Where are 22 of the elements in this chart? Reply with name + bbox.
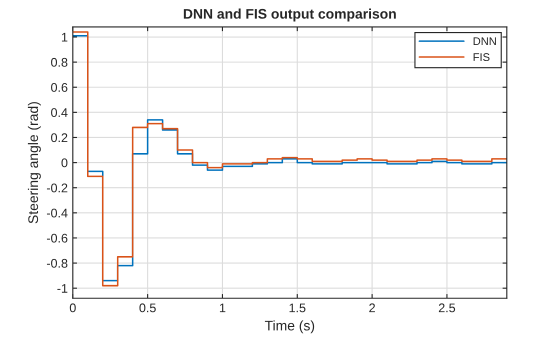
x-tick-label: 0 (70, 303, 76, 312)
y-tick-label: 0.8 (51, 58, 68, 67)
x-tick-label: 1.5 (290, 304, 306, 312)
y-tick-label: -1 (57, 284, 68, 293)
x-tick-label: 1 (220, 304, 226, 312)
legend-label: DNN (474, 37, 496, 46)
y-tick-label: -0.8 (46, 258, 68, 268)
x-tick-label: 2 (369, 303, 375, 312)
y-tick-label: 0.6 (51, 83, 68, 92)
x-tick-label: 2.5 (438, 303, 456, 312)
y-tick-label: -0.6 (46, 234, 68, 243)
chart-title: DNN and FIS output comparison (184, 8, 396, 22)
y-tick-label: 1 (62, 32, 68, 42)
y-axis-title: Steering angle (rad) (28, 102, 41, 224)
y-tick-label: -0.2 (46, 184, 68, 192)
y-tick-label: 0 (61, 158, 68, 168)
legend-label: FIS (474, 53, 490, 62)
y-tick-label: -0.4 (46, 208, 68, 218)
y-tick-label: 0.4 (51, 108, 68, 118)
x-tick-label: 0.5 (139, 303, 156, 312)
y-tick-label: 0.2 (51, 133, 68, 142)
x-axis-title: Time (s) (264, 320, 314, 334)
